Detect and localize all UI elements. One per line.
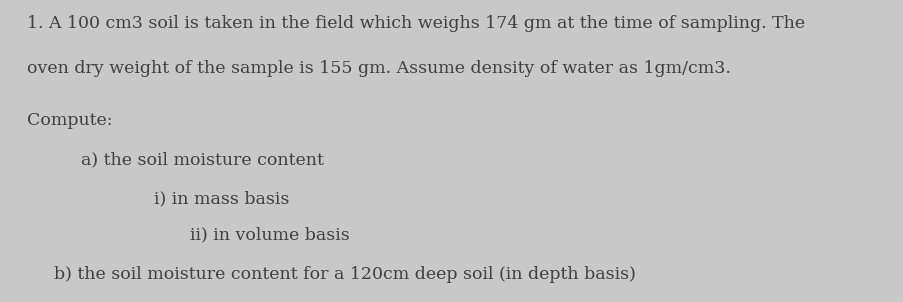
- Text: b) the soil moisture content for a 120cm deep soil (in depth basis): b) the soil moisture content for a 120cm…: [54, 266, 636, 283]
- Text: oven dry weight of the sample is 155 gm. Assume density of water as 1gm/cm3.: oven dry weight of the sample is 155 gm.…: [27, 60, 731, 77]
- Text: a) the soil moisture content: a) the soil moisture content: [81, 151, 324, 168]
- Text: 1. A 100 cm3 soil is taken in the field which weighs 174 gm at the time of sampl: 1. A 100 cm3 soil is taken in the field …: [27, 15, 805, 32]
- Text: ii) in volume basis: ii) in volume basis: [190, 226, 349, 243]
- Text: Compute:: Compute:: [27, 112, 113, 129]
- Text: i) in mass basis: i) in mass basis: [154, 190, 289, 207]
